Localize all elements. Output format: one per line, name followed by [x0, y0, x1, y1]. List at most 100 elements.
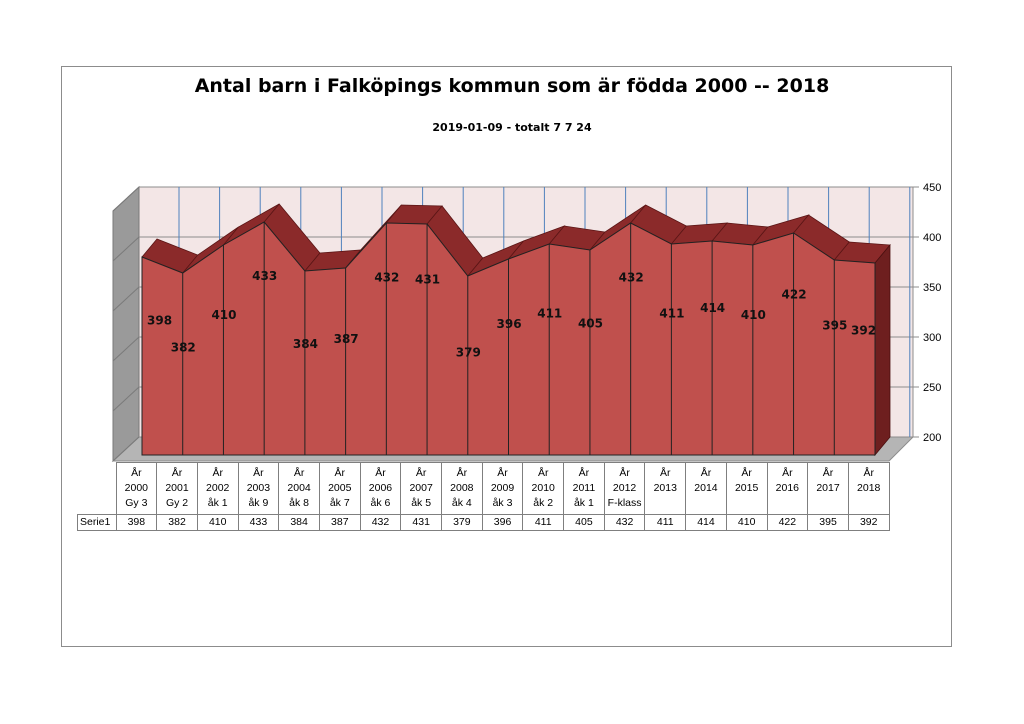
category-label-line: År: [497, 467, 508, 479]
category-label-line: 2010: [531, 482, 555, 494]
category-label-line: År: [131, 467, 142, 479]
y-tick-label: 400: [923, 232, 941, 244]
category-label-line: År: [334, 467, 346, 479]
data-table-value: 433: [237, 514, 280, 531]
data-label: 422: [782, 288, 807, 302]
category-label-line: 2003: [246, 482, 271, 494]
data-table-category: År 2003 åk 9: [237, 462, 280, 515]
data-table-category: År 2018: [847, 462, 890, 515]
data-table-category: År 2015: [725, 462, 768, 515]
chart-subtitle: 2019-01-09 - totalt 7 7 24: [432, 121, 592, 134]
category-label-line: 2007: [409, 482, 433, 494]
side-gridline: [112, 186, 140, 212]
category-label-line: År: [212, 467, 223, 479]
category-label-line: År: [578, 467, 590, 479]
category-label-line: År: [537, 467, 549, 479]
category-label-line: 2001: [165, 482, 189, 494]
side-gridline: [112, 236, 140, 262]
category-label-line: 2013: [653, 482, 677, 494]
data-label: 379: [456, 346, 481, 360]
data-table-category-row: År 2000 Gy 3 År 2001 Gy 2 År 2002 åk 1 År 2003 åk 9…: [77, 462, 890, 515]
data-table-series-name: Serie1: [77, 514, 117, 531]
data-table-value: 431: [400, 514, 442, 531]
category-label-line: 2002: [206, 482, 230, 494]
category-label-line: 2015: [734, 482, 759, 494]
data-table-value: 396: [481, 514, 524, 531]
data-table-category: År 2000 Gy 3: [115, 462, 158, 515]
data-label: 414: [700, 301, 725, 315]
category-label-line: 2017: [816, 482, 840, 494]
category-label-line: År: [619, 467, 630, 479]
data-table-value: 410: [196, 514, 239, 531]
category-label-line: 2016: [775, 482, 800, 494]
category-label-line: År: [822, 467, 834, 479]
data-table-corner: [77, 462, 117, 515]
y-tick-label: 200: [923, 432, 941, 444]
category-label-line: åk 8: [289, 497, 310, 509]
y-tick-label: 250: [923, 382, 941, 394]
category-label-line: 2012: [612, 482, 637, 494]
category-label-line: År: [415, 467, 427, 479]
category-label-line: 2011: [572, 482, 596, 494]
data-label: 431: [415, 272, 440, 286]
data-table-category: År 2011 åk 1: [563, 462, 605, 515]
category-label-line: År: [293, 467, 305, 479]
data-label: 410: [211, 308, 236, 322]
data-table-category: År 2014: [685, 462, 727, 515]
category-label-line: F-klass: [607, 497, 642, 509]
category-label-line: åk 3: [492, 497, 513, 509]
data-label: 410: [741, 308, 766, 322]
category-label-line: År: [660, 467, 671, 479]
data-table-value: 382: [156, 514, 198, 531]
data-table-value: 398: [115, 514, 158, 531]
data-table-category: År 2004 åk 8: [278, 462, 320, 515]
data-table-value: 411: [644, 514, 687, 531]
category-label-line: 2000: [124, 482, 149, 494]
data-table-category: År 2006 åk 6: [359, 462, 402, 515]
data-label: 411: [659, 306, 684, 320]
data-table-value: 379: [441, 514, 483, 531]
category-label-line: 2008: [450, 482, 474, 494]
data-table-value: 411: [522, 514, 565, 531]
category-label-line: 2018: [857, 482, 881, 494]
category-label-line: Gy 3: [125, 497, 148, 509]
data-table-value: 414: [685, 514, 727, 531]
data-table-category: År 2008 åk 4: [441, 462, 483, 515]
data-table-category: År 2009 åk 3: [481, 462, 524, 515]
side-gridline: [112, 286, 140, 312]
category-label-line: 2005: [328, 482, 352, 494]
category-label-line: År: [171, 467, 183, 479]
data-label: 405: [578, 317, 603, 331]
data-table-category: År 2010 åk 2: [522, 462, 565, 515]
data-label: 432: [619, 271, 644, 285]
chart-title: Antal barn i Falköpings kommun som är fö…: [194, 75, 830, 97]
data-table-category: År 2001 Gy 2: [156, 462, 198, 515]
data-table-value: 387: [318, 514, 361, 531]
data-table-category: År 2007 åk 5: [400, 462, 442, 515]
data-label: 382: [171, 341, 196, 355]
side-gridline: [112, 336, 140, 362]
side-gridline: [112, 386, 140, 412]
data-table-value: 432: [603, 514, 646, 531]
data-table-category: År 2013: [644, 462, 687, 515]
data-label: 392: [851, 324, 876, 338]
data-label: 396: [497, 317, 522, 331]
data-label: 387: [334, 332, 359, 346]
data-table-category: År 2012 F-klass: [603, 462, 646, 515]
category-label-line: År: [375, 467, 386, 479]
data-table-value: 422: [766, 514, 809, 531]
data-label: 411: [537, 306, 562, 320]
category-label-line: 2009: [490, 482, 515, 494]
category-label-line: åk 9: [248, 497, 269, 509]
data-table-value: 384: [278, 514, 320, 531]
category-label-line: År: [253, 467, 264, 479]
data-table-value-row: Serie1 398 382 410 433 384 387 432 431 379 396 411 4…: [77, 514, 890, 531]
data-label: 395: [822, 319, 847, 333]
category-label-line: åk 4: [451, 497, 472, 509]
y-tick-label: 450: [923, 182, 941, 194]
data-table-category: År 2017: [807, 462, 849, 515]
data-table-category: År 2016: [766, 462, 809, 515]
category-label-line: åk 1: [207, 497, 228, 509]
category-label-line: År: [741, 467, 752, 479]
